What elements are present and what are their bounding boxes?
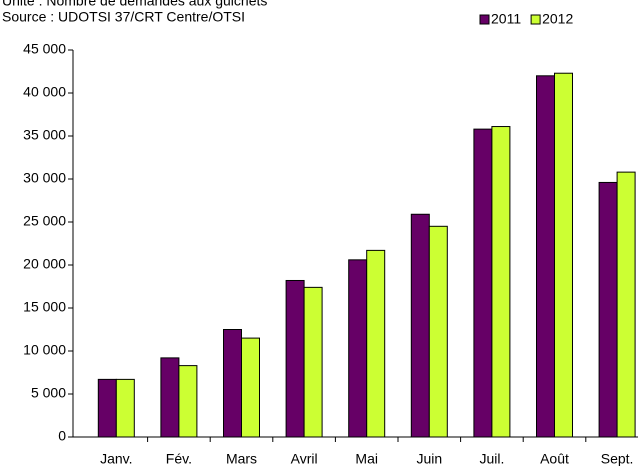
bar — [536, 75, 555, 438]
bar — [303, 286, 323, 438]
y-tick-label: 0 — [58, 428, 66, 444]
bar — [97, 378, 117, 438]
y-tick-label: 30 000 — [23, 170, 66, 186]
y-tick-label: 25 000 — [23, 213, 66, 229]
x-tick-label: Mars — [226, 451, 257, 466]
x-tick-label: Avril — [291, 451, 318, 466]
x-tick-label: Sept. — [601, 451, 634, 466]
chart-subtitle: Source : UDOTSI 37/CRT Centre/OTSI — [2, 9, 245, 25]
y-tick-label: 45 000 — [23, 41, 66, 57]
y-tick-label: 40 000 — [23, 84, 66, 100]
bar — [160, 357, 180, 438]
y-tick-label: 15 000 — [23, 299, 66, 315]
chart-title: Unité : Nombre de demandes aux guichets — [2, 0, 267, 9]
legend-swatch — [479, 14, 490, 25]
bar — [598, 181, 618, 438]
bar — [115, 378, 135, 438]
legend-swatch — [530, 14, 541, 25]
x-tick-label: Juin — [416, 451, 442, 466]
bar — [491, 126, 511, 438]
bar — [366, 249, 386, 438]
y-tick-label: 5 000 — [31, 385, 66, 401]
bar — [285, 279, 305, 438]
y-tick-label: 20 000 — [23, 256, 66, 272]
x-tick-label: Fév. — [166, 451, 192, 466]
bar — [616, 171, 636, 438]
bar — [223, 329, 242, 438]
legend-label: 2011 — [491, 11, 521, 27]
x-tick-label: Janv. — [100, 451, 132, 466]
x-tick-label: Juil. — [479, 451, 504, 466]
bar — [410, 213, 430, 438]
bar — [178, 365, 198, 438]
x-tick-label: Mai — [355, 451, 378, 466]
bar — [428, 225, 448, 438]
bar — [241, 337, 260, 438]
bar — [554, 72, 573, 438]
legend-label: 2012 — [542, 11, 573, 27]
y-tick-label: 10 000 — [23, 342, 66, 358]
y-tick-label: 35 000 — [23, 127, 66, 143]
x-tick-label: Août — [540, 451, 569, 466]
bar — [473, 128, 493, 438]
bar — [348, 259, 368, 438]
